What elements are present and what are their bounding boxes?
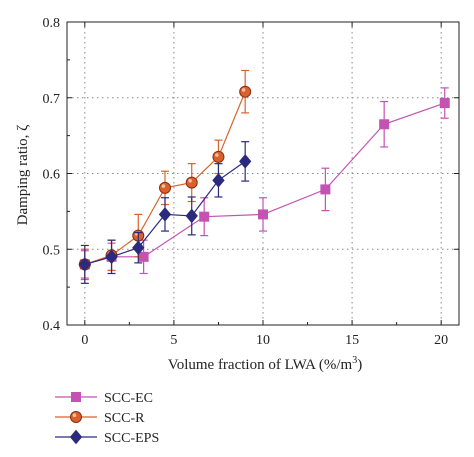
data-point-scc-eps — [78, 257, 91, 272]
data-point-scc-eps — [132, 240, 145, 256]
legend-label-scc-r: SCC-R — [104, 411, 145, 426]
legend-marker-scc-eps — [69, 429, 83, 445]
y-tick-label: 0.8 — [43, 16, 61, 31]
data-point-scc-r-body — [159, 181, 171, 194]
legend-item-scc-r: SCC-R — [55, 411, 145, 426]
data-point-scc-eps — [185, 208, 198, 224]
legend-marker-scc-ec — [71, 392, 81, 402]
x-tick-label: 0 — [81, 333, 88, 348]
data-point-scc-r-body — [212, 150, 225, 163]
data-point-scc-ec — [379, 119, 390, 130]
x-axis-title-sup: 3 — [352, 355, 357, 366]
y-tick-label: 0.6 — [43, 168, 61, 183]
x-tick-label: 15 — [345, 333, 359, 348]
x-tick-label: 5 — [170, 333, 177, 348]
data-point-scc-r-highlight — [188, 178, 192, 183]
data-point-scc-eps — [239, 154, 252, 169]
legend-marker-scc-r-body — [70, 411, 82, 423]
data-point-scc-eps — [105, 249, 118, 265]
data-point-scc-ec — [320, 184, 331, 195]
x-axis-title: Volume fraction of LWA (%/m3) — [168, 355, 362, 373]
data-point-scc-eps — [212, 173, 225, 188]
data-point-scc-eps — [158, 207, 172, 222]
legend-marker-scc-r-highlight — [72, 413, 77, 418]
data-point-scc-r-highlight — [241, 88, 246, 92]
data-point-scc-ec — [439, 98, 450, 109]
data-point-scc-r-body — [185, 176, 198, 189]
legend-item-scc-ec: SCC-EC — [55, 391, 153, 406]
data-point-scc-r-highlight — [215, 153, 219, 157]
legend: SCC-EC SCC-R SCC-EPS — [55, 391, 159, 446]
x-axis-title-tail: ) — [357, 357, 362, 373]
x-tick-label: 20 — [434, 333, 448, 348]
data-series — [78, 69, 450, 284]
data-point-scc-r — [212, 150, 225, 163]
y-tick-label: 0.5 — [43, 243, 61, 258]
data-point-scc-ec — [258, 209, 268, 220]
y-tick-label: 0.4 — [43, 319, 61, 334]
data-point-scc-r — [159, 181, 171, 194]
data-point-scc-r — [185, 176, 198, 189]
legend-item-scc-eps: SCC-EPS — [55, 429, 159, 446]
x-tick-label: 10 — [256, 333, 270, 348]
legend-label-scc-eps: SCC-EPS — [104, 431, 159, 446]
data-point-scc-r-highlight — [161, 184, 166, 188]
grid — [67, 21, 459, 326]
data-point-scc-r — [239, 85, 252, 98]
legend-marker-scc-r — [70, 411, 82, 423]
y-axis-title: Damping ratio, ζ — [15, 125, 31, 226]
legend-label-scc-ec: SCC-EC — [104, 391, 153, 406]
axis-ticks: 0 5 10 15 20 0.4 0.5 0.6 0.7 0.8 — [43, 16, 459, 348]
data-point-scc-ec — [199, 211, 210, 222]
y-tick-label: 0.7 — [43, 92, 61, 107]
x-axis-title-text: Volume fraction of LWA (%/m — [168, 357, 353, 373]
series-scc-eps — [78, 141, 252, 284]
data-point-scc-r-body — [239, 85, 252, 98]
